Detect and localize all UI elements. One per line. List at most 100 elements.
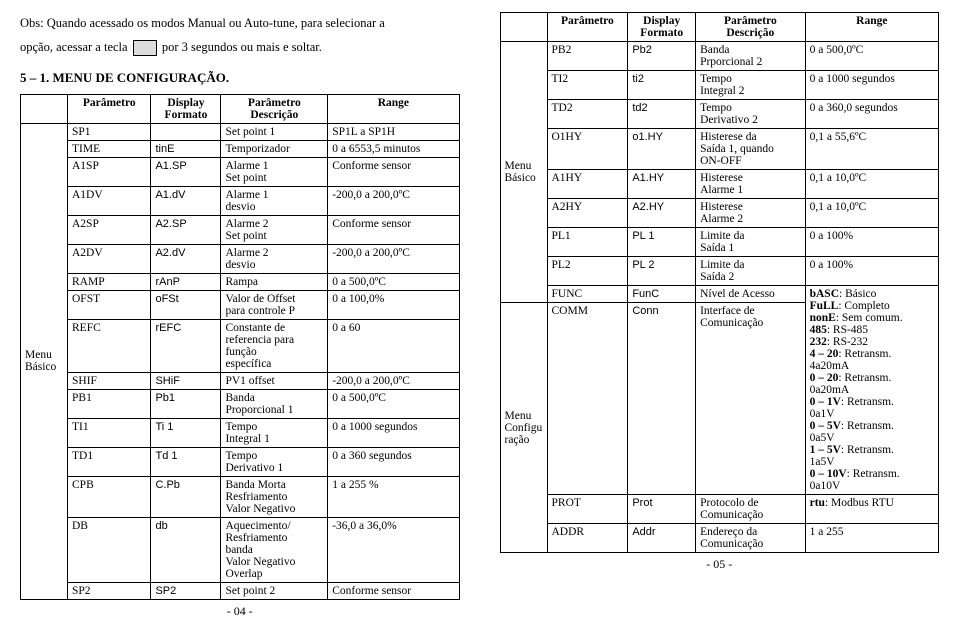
desc-cell: Alarme 1Set point: [221, 157, 328, 186]
format-cell: Conn: [628, 303, 696, 495]
format-cell: rEFC: [151, 319, 221, 372]
format-cell: [151, 123, 221, 140]
format-cell: A2.dV: [151, 244, 221, 273]
desc-cell: Nível de Acesso: [696, 286, 806, 303]
format-cell: A1.dV: [151, 186, 221, 215]
desc-cell: HistereseAlarme 2: [696, 199, 806, 228]
param-cell: SP2: [68, 582, 151, 599]
range-cell: 1 a 255 %: [328, 476, 459, 517]
param-cell: A1SP: [68, 157, 151, 186]
page-number-left: - 04 -: [20, 604, 460, 619]
format-cell: db: [151, 517, 221, 582]
range-cell: 0 a 500,0ºC: [328, 389, 459, 418]
range-cell: 0 a 6553,5 minutos: [328, 140, 459, 157]
left-column: Obs: Quando acessado os modos Manual ou …: [20, 12, 460, 619]
intro-line2b: por 3 segundos ou mais e soltar.: [162, 40, 322, 54]
range-cell: 0 a 1000 segundos: [805, 71, 938, 100]
param-cell: TI2: [547, 71, 628, 100]
th-menu: [500, 13, 547, 42]
desc-cell: Constante dereferencia parafunçãoespecíf…: [221, 319, 328, 372]
table-row: ADDRAddrEndereço daComunicação1 a 255: [500, 524, 939, 553]
range-cell: 0,1 a 55,6ºC: [805, 129, 938, 170]
format-cell: tinE: [151, 140, 221, 157]
table-row: CPBC.PbBanda MortaResfriamentoValor Nega…: [21, 476, 460, 517]
table-row: MenuBásicoPB2Pb2BandaPrporcional 20 a 50…: [500, 42, 939, 71]
table-row: A2SPA2.SPAlarme 2Set pointConforme senso…: [21, 215, 460, 244]
param-cell: TIME: [68, 140, 151, 157]
range-cell: 0 a 500,0ºC: [805, 42, 938, 71]
param-cell: COMM: [547, 303, 628, 495]
table-row: TD1Td 1TempoDerivativo 10 a 360 segundos: [21, 447, 460, 476]
right-table: Parâmetro DisplayFormato ParâmetroDescri…: [500, 12, 940, 553]
range-cell: 0 a 360 segundos: [328, 447, 459, 476]
table-row: OFSToFStValor de Offsetpara controle P0 …: [21, 290, 460, 319]
desc-cell: HistereseAlarme 1: [696, 170, 806, 199]
intro-line2a: opção, acessar a tecla: [20, 40, 128, 54]
table-row: MenuBásicoSP1Set point 1SP1L a SP1H: [21, 123, 460, 140]
format-cell: C.Pb: [151, 476, 221, 517]
param-cell: ADDR: [547, 524, 628, 553]
param-cell: RAMP: [68, 273, 151, 290]
menu-label-cell: MenuConfiguração: [500, 303, 547, 553]
format-cell: Td 1: [151, 447, 221, 476]
intro-text: Obs: Quando acessado os modos Manual ou …: [20, 12, 460, 60]
format-cell: Pb1: [151, 389, 221, 418]
format-cell: PL 2: [628, 257, 696, 286]
page-number-right: - 05 -: [500, 557, 940, 572]
desc-cell: TempoDerivativo 1: [221, 447, 328, 476]
format-cell: o1.HY: [628, 129, 696, 170]
desc-cell: Set point 2: [221, 582, 328, 599]
th-desc: ParâmetroDescrição: [696, 13, 806, 42]
range-cell: 0 a 360,0 segundos: [805, 100, 938, 129]
range-cell: rtu: Modbus RTU: [805, 495, 938, 524]
param-cell: A1HY: [547, 170, 628, 199]
range-cell: -200,0 a 200,0ºC: [328, 372, 459, 389]
desc-cell: Banda MortaResfriamentoValor Negativo: [221, 476, 328, 517]
left-table: Parâmetro DisplayFormato ParâmetroDescri…: [20, 94, 460, 600]
table-row: PL1PL 1Limite daSaída 10 a 100%: [500, 228, 939, 257]
range-cell: 0 a 100%: [805, 228, 938, 257]
desc-cell: Histerese daSaída 1, quandoON-OFF: [696, 129, 806, 170]
param-cell: DB: [68, 517, 151, 582]
th-menu: [21, 94, 68, 123]
format-cell: Prot: [628, 495, 696, 524]
range-cell: -200,0 a 200,0ºC: [328, 186, 459, 215]
right-column: Parâmetro DisplayFormato ParâmetroDescri…: [500, 12, 940, 619]
th-param: Parâmetro: [68, 94, 151, 123]
format-cell: FunC: [628, 286, 696, 303]
table-row: A1SPA1.SPAlarme 1Set pointConforme senso…: [21, 157, 460, 186]
desc-cell: Endereço daComunicação: [696, 524, 806, 553]
th-range: Range: [805, 13, 938, 42]
param-cell: PROT: [547, 495, 628, 524]
desc-cell: Protocolo deComunicação: [696, 495, 806, 524]
intro-line1: Obs: Quando acessado os modos Manual ou …: [20, 16, 385, 30]
range-cell: Conforme sensor: [328, 157, 459, 186]
param-cell: PL2: [547, 257, 628, 286]
format-cell: A1.HY: [628, 170, 696, 199]
desc-cell: Interface deComunicação: [696, 303, 806, 495]
page-container: Obs: Quando acessado os modos Manual ou …: [20, 12, 939, 619]
param-cell: A2SP: [68, 215, 151, 244]
table-header-row: Parâmetro DisplayFormato ParâmetroDescri…: [21, 94, 460, 123]
desc-cell: Valor de Offsetpara controle P: [221, 290, 328, 319]
desc-cell: Rampa: [221, 273, 328, 290]
table-row: REFCrEFCConstante dereferencia parafunçã…: [21, 319, 460, 372]
desc-cell: TempoIntegral 2: [696, 71, 806, 100]
desc-cell: TempoDerivativo 2: [696, 100, 806, 129]
param-cell: SP1: [68, 123, 151, 140]
desc-cell: Aquecimento/ResfriamentobandaValor Negat…: [221, 517, 328, 582]
param-cell: A2HY: [547, 199, 628, 228]
section-heading: 5 – 1. MENU DE CONFIGURAÇÃO.: [20, 70, 460, 86]
param-cell: REFC: [68, 319, 151, 372]
table-row: O1HYo1.HYHisterese daSaída 1, quandoON-O…: [500, 129, 939, 170]
format-cell: td2: [628, 100, 696, 129]
table-row: A1HYA1.HYHistereseAlarme 10,1 a 10,0ºC: [500, 170, 939, 199]
format-cell: ti2: [628, 71, 696, 100]
param-cell: CPB: [68, 476, 151, 517]
table-row: A2HYA2.HYHistereseAlarme 20,1 a 10,0ºC: [500, 199, 939, 228]
format-cell: rAnP: [151, 273, 221, 290]
table-header-row: Parâmetro DisplayFormato ParâmetroDescri…: [500, 13, 939, 42]
th-param: Parâmetro: [547, 13, 628, 42]
desc-cell: Set point 1: [221, 123, 328, 140]
format-cell: Ti 1: [151, 418, 221, 447]
